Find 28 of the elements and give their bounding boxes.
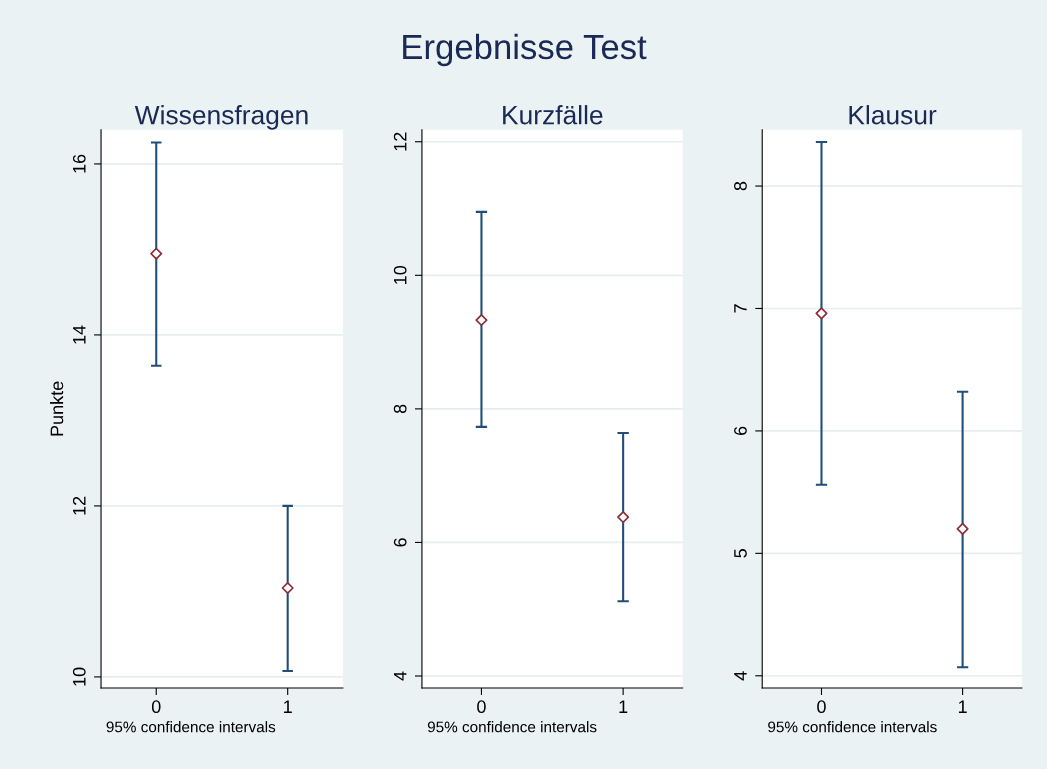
x-tick-label: 1 [619, 700, 628, 713]
chart-title: Klausur [849, 105, 937, 125]
text: 95% confidence intervals [768, 721, 937, 733]
text: 95% confidence intervals [106, 721, 276, 733]
text: 95% confidence intervals [427, 721, 597, 733]
x-tick-label: 1 [284, 700, 292, 713]
x-tick-label: 0 [477, 700, 486, 714]
y-tick-label: 6 [734, 426, 747, 436]
y-tick-label: 12 [393, 132, 407, 151]
y-tick-label: 10 [393, 265, 407, 284]
y-tick-label: 4 [734, 671, 747, 681]
y-tick-label: 8 [393, 404, 407, 414]
y-tick-label: 4 [393, 671, 407, 681]
y-tick-label: 12 [72, 496, 86, 515]
y-tick-label: 16 [72, 154, 86, 173]
y-tick-label: 10 [72, 667, 86, 686]
x-tick-label: 0 [817, 700, 826, 714]
y-tick-label: 14 [73, 325, 86, 344]
x-tick-label: 0 [151, 700, 161, 714]
y-tick-label: 8 [734, 181, 747, 191]
y-tick-label: 7 [734, 304, 747, 313]
x-tick-label: 1 [958, 700, 967, 713]
y-tick-label: 5 [734, 549, 747, 558]
text: Ergebnisse Test [403, 33, 647, 67]
chart-title: Wissensfragen [134, 105, 308, 130]
y-tick-label: 6 [393, 538, 407, 547]
y-axis-title: Punkte [50, 381, 64, 436]
chart-title: Kurzfälle [503, 105, 603, 125]
